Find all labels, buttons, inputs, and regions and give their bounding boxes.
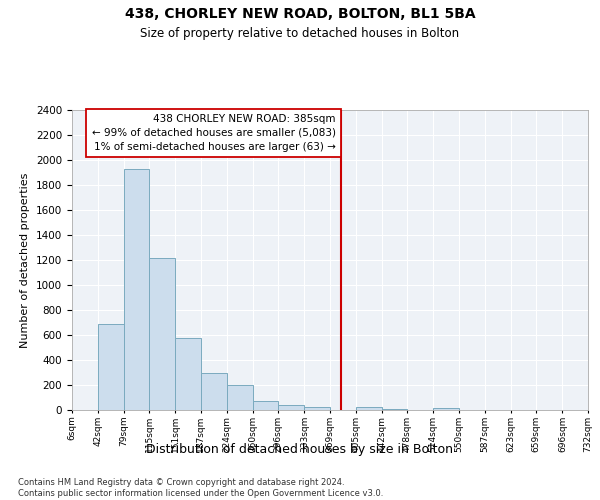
Bar bbox=[175, 338, 200, 410]
Text: Contains HM Land Registry data © Crown copyright and database right 2024.
Contai: Contains HM Land Registry data © Crown c… bbox=[18, 478, 383, 498]
Text: Distribution of detached houses by size in Bolton: Distribution of detached houses by size … bbox=[146, 442, 454, 456]
Bar bbox=[149, 258, 175, 410]
Bar bbox=[433, 408, 458, 410]
Bar bbox=[200, 372, 227, 410]
Bar bbox=[98, 324, 124, 410]
Bar bbox=[124, 169, 149, 410]
Text: Size of property relative to detached houses in Bolton: Size of property relative to detached ho… bbox=[140, 28, 460, 40]
Bar bbox=[278, 405, 304, 410]
Bar bbox=[356, 407, 382, 410]
Bar bbox=[227, 385, 253, 410]
Bar bbox=[382, 409, 407, 410]
Y-axis label: Number of detached properties: Number of detached properties bbox=[20, 172, 31, 348]
Bar bbox=[253, 400, 278, 410]
Text: 438 CHORLEY NEW ROAD: 385sqm
← 99% of detached houses are smaller (5,083)
1% of : 438 CHORLEY NEW ROAD: 385sqm ← 99% of de… bbox=[92, 114, 335, 152]
Bar bbox=[304, 407, 330, 410]
Text: 438, CHORLEY NEW ROAD, BOLTON, BL1 5BA: 438, CHORLEY NEW ROAD, BOLTON, BL1 5BA bbox=[125, 8, 475, 22]
